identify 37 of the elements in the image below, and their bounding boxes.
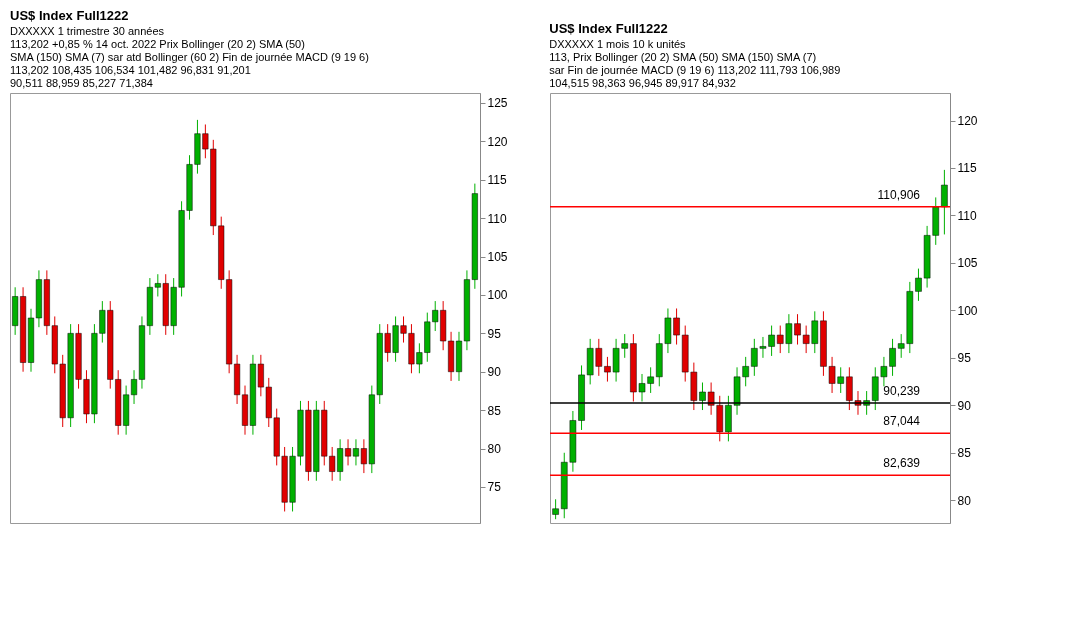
text: 104,515 98,363 96,945 89,917 84,932 [549,77,736,89]
y-tick-label: 100 [487,288,508,303]
ref-line-label: 110,906 [877,187,921,202]
text: 113,202 108,435 106,534 101,482 96,831 91,201 [10,64,251,76]
chart-title: US$ Index Full1222 [549,21,668,36]
y-tick-label: 85 [957,446,972,461]
ref-line-label: 90,239 [883,384,921,399]
y-tick-label: 120 [957,114,978,129]
text: SMA (150) SMA (7) sar atd Bollinger (60 2) Fin de journée MACD (9 19 6) [10,51,369,63]
y-tick-label: 105 [957,256,978,271]
y-tick-label: 110 [957,208,977,223]
text: 90,511 88,959 85,227 71,384 [10,77,153,89]
chart-subtitle: DXXXXX 1 mois 10 k unités [549,38,687,50]
y-tick-label: 95 [487,326,502,341]
candlestick [552,498,559,520]
text: 113,202 +0,85 % 14 oct. 2022 Prix Bollinger (20 2) SMA (50) [10,38,305,50]
y-tick-label: 120 [487,134,508,149]
ref-line-label: 87,044 [883,414,921,429]
y-tick-label: 90 [957,398,972,413]
y-tick-label: 80 [487,442,502,457]
y-tick-label: 85 [487,403,502,418]
y-tick-label: 100 [957,303,978,318]
y-tick-label: 125 [487,96,508,111]
y-tick-label: 115 [487,173,507,188]
ref-line-label: 82,639 [883,456,921,471]
y-tick-label: 80 [957,493,972,508]
chart-title: US$ Index Full1222 [10,8,129,23]
text: sar Fin de journée MACD (9 19 6) 113,202 111,793 106,989 [549,64,841,76]
y-tick-label: 75 [487,480,502,495]
chart-subtitle: DXXXXX 1 trimestre 30 années [10,25,165,37]
y-tick-label: 95 [957,351,972,366]
y-tick-label: 115 [957,161,977,176]
y-tick-label: 110 [487,211,507,226]
y-tick-label: 105 [487,250,508,265]
candlestick [941,169,948,235]
y-tick-label: 90 [487,365,502,380]
text: 113, Prix Bollinger (20 2) SMA (50) SMA (150) SMA (7) [549,51,817,63]
